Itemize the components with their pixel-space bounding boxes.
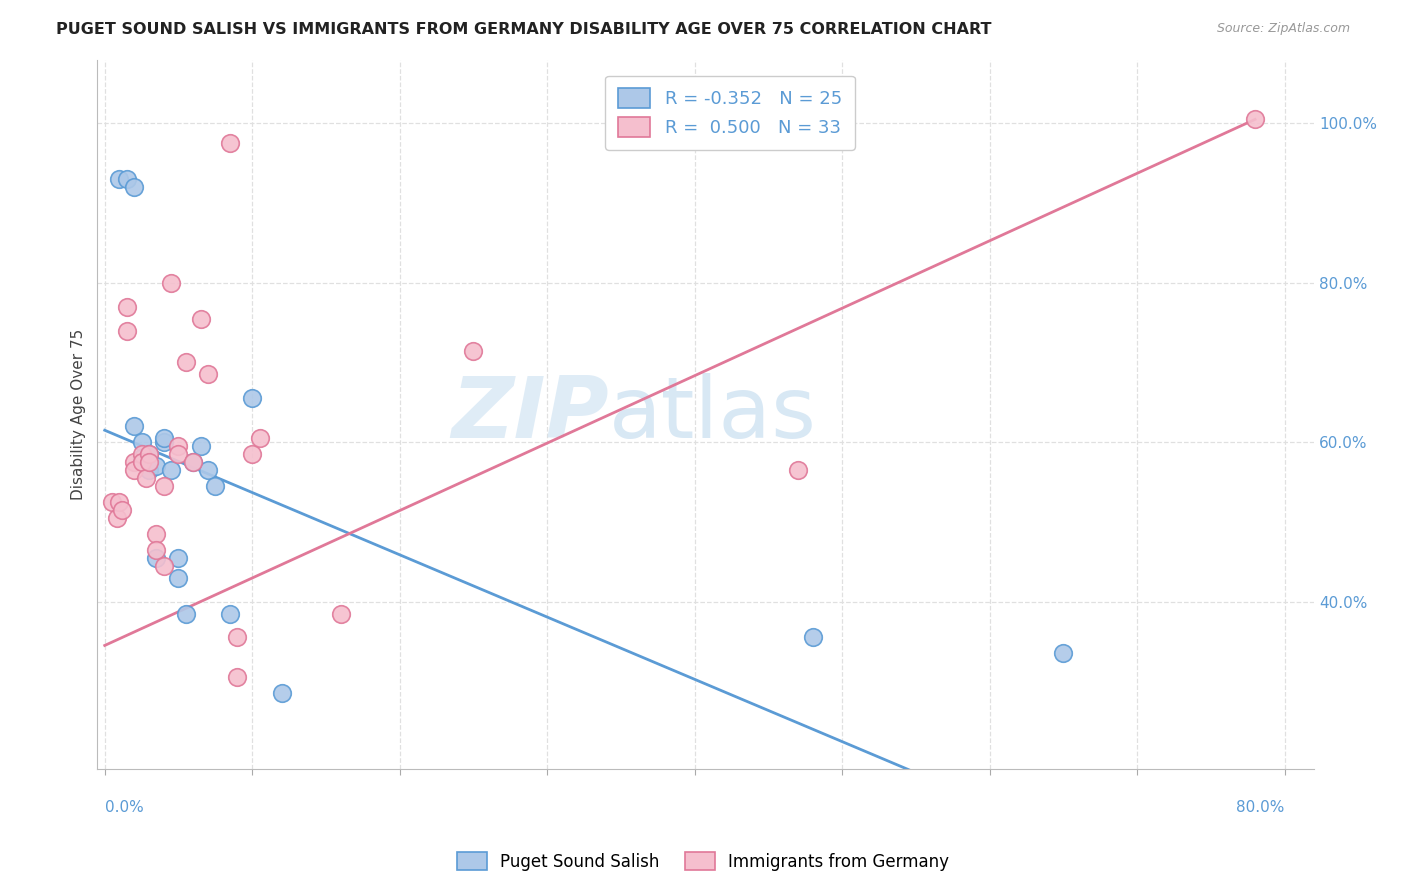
Text: PUGET SOUND SALISH VS IMMIGRANTS FROM GERMANY DISABILITY AGE OVER 75 CORRELATION: PUGET SOUND SALISH VS IMMIGRANTS FROM GE… [56, 22, 991, 37]
Point [122, 463, 145, 477]
Point [226, 631, 249, 645]
Point [111, 503, 134, 517]
Point [122, 180, 145, 194]
Point [152, 431, 174, 445]
Point [135, 471, 157, 485]
Text: Source: ZipAtlas.com: Source: ZipAtlas.com [1216, 22, 1350, 36]
Point [160, 276, 183, 290]
Point [108, 495, 131, 509]
Point [204, 479, 226, 493]
Point [101, 495, 124, 509]
Point [115, 324, 138, 338]
Point [174, 355, 197, 369]
Point [226, 670, 249, 684]
Point [190, 439, 212, 453]
Point [122, 419, 145, 434]
Point [240, 392, 263, 406]
Text: 0.0%: 0.0% [104, 799, 143, 814]
Point [122, 455, 145, 469]
Point [131, 451, 153, 466]
Point [152, 558, 174, 573]
Point [138, 455, 160, 469]
Text: 80.0%: 80.0% [1236, 799, 1285, 814]
Point [105, 511, 128, 525]
Point [131, 455, 153, 469]
Point [190, 311, 212, 326]
Point [801, 631, 824, 645]
Point [167, 571, 190, 585]
Point [167, 439, 190, 453]
Point [145, 459, 167, 474]
Point [138, 447, 160, 461]
Point [145, 542, 167, 557]
Point [145, 527, 167, 541]
Point [219, 136, 242, 151]
Point [1244, 112, 1267, 127]
Point [167, 550, 190, 565]
Point [786, 463, 808, 477]
Point [145, 550, 167, 565]
Point [240, 447, 263, 461]
Point [131, 435, 153, 450]
Point [108, 172, 131, 186]
Legend: R = -0.352   N = 25, R =  0.500   N = 33: R = -0.352 N = 25, R = 0.500 N = 33 [606, 76, 855, 150]
Point [270, 686, 292, 700]
Point [115, 172, 138, 186]
Point [249, 431, 271, 445]
Point [197, 368, 219, 382]
Point [131, 447, 153, 461]
Point [463, 343, 485, 358]
Point [329, 607, 352, 621]
Text: atlas: atlas [609, 373, 817, 456]
Point [138, 447, 160, 461]
Legend: Puget Sound Salish, Immigrants from Germany: Puget Sound Salish, Immigrants from Germ… [449, 844, 957, 880]
Text: ZIP: ZIP [451, 373, 609, 456]
Point [181, 455, 204, 469]
Point [174, 607, 197, 621]
Point [1052, 647, 1074, 661]
Point [167, 447, 190, 461]
Point [138, 463, 160, 477]
Point [197, 463, 219, 477]
Y-axis label: Disability Age Over 75: Disability Age Over 75 [72, 328, 86, 500]
Point [152, 479, 174, 493]
Point [181, 455, 204, 469]
Point [160, 463, 183, 477]
Point [219, 607, 242, 621]
Point [152, 435, 174, 450]
Point [115, 300, 138, 314]
